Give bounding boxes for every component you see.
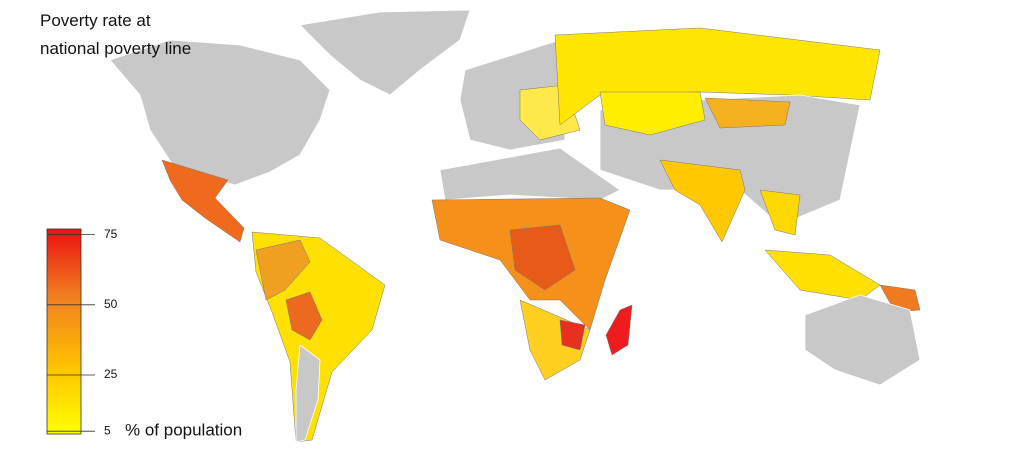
legend-tick-label: 50 [104, 297, 118, 311]
landmass [439, 147, 621, 201]
region [285, 291, 323, 341]
landmass [299, 9, 471, 96]
map-title: Poverty rate at [40, 11, 151, 30]
legend-tick-label: 25 [104, 367, 118, 381]
region [764, 249, 881, 301]
landmass [109, 39, 331, 186]
map-title: national poverty line [40, 39, 191, 58]
legend-tick-label: 5 [104, 423, 111, 437]
color-bar [46, 228, 82, 435]
region [559, 319, 586, 351]
region [605, 304, 633, 356]
landmass [804, 294, 921, 386]
legend-tick-label: 75 [104, 227, 118, 241]
legend-label: % of population [125, 421, 242, 440]
region [599, 91, 706, 136]
region [759, 189, 801, 236]
landmass [295, 344, 321, 443]
region [509, 224, 576, 291]
region [879, 284, 921, 313]
region [554, 27, 881, 126]
region [161, 159, 245, 243]
world-map [109, 9, 921, 443]
region [659, 159, 746, 243]
region [704, 97, 791, 129]
region [255, 239, 311, 301]
